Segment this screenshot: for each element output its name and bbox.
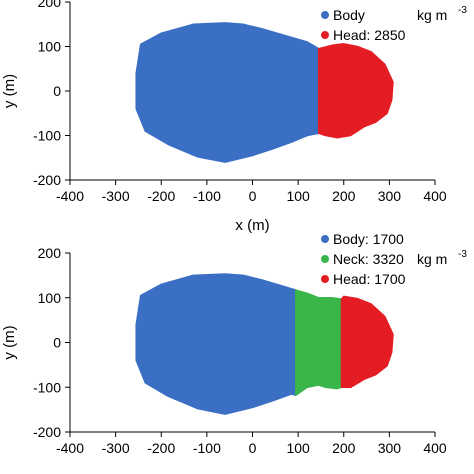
legend-label-head: Head: 2850 bbox=[333, 27, 406, 43]
x-tick-label: -200 bbox=[147, 440, 175, 456]
legend-marker-body bbox=[321, 11, 329, 19]
x-tick-label: -300 bbox=[102, 440, 130, 456]
x-tick-label: 300 bbox=[378, 440, 402, 456]
x-tick-label: 200 bbox=[332, 440, 356, 456]
y-tick-label: -100 bbox=[33, 379, 61, 395]
region-neck bbox=[295, 289, 343, 397]
legend: Body: 1700 Neck: 3320 Head: 1700 kg m -3 bbox=[321, 231, 467, 287]
x-tick-label: -400 bbox=[56, 188, 84, 204]
y-tick-label: 0 bbox=[53, 335, 61, 351]
x-tick-label: -100 bbox=[193, 188, 221, 204]
legend-marker-head bbox=[321, 275, 329, 283]
density-unit-label: kg m bbox=[417, 251, 447, 267]
x-tick-label: 0 bbox=[249, 440, 257, 456]
y-tick-label: -200 bbox=[33, 424, 61, 440]
region-body bbox=[135, 22, 320, 163]
region-body bbox=[135, 273, 297, 415]
x-axis-title: x (m) bbox=[235, 217, 269, 234]
legend-label-body: Body bbox=[333, 7, 365, 23]
x-tick-label: -400 bbox=[56, 440, 84, 456]
x-tick-label: 300 bbox=[378, 188, 402, 204]
x-tick-label: -200 bbox=[147, 188, 175, 204]
bottom-panel: -400 -300 -200 -100 0 100 200 300 400 -200 -100 0 10… bbox=[1, 231, 467, 456]
x-tick-label: 400 bbox=[423, 440, 447, 456]
legend-marker-body bbox=[321, 235, 329, 243]
density-unit-label: kg m bbox=[417, 7, 447, 23]
legend-marker-neck bbox=[321, 255, 329, 263]
x-tick-label: -100 bbox=[193, 440, 221, 456]
top-panel: -400 -300 -200 -100 0 100 200 300 400 -200 -100 0 10… bbox=[1, 0, 467, 234]
x-tick-label: -300 bbox=[102, 188, 130, 204]
y-tick-label: -200 bbox=[33, 172, 61, 188]
y-tick-label: -100 bbox=[33, 128, 61, 144]
x-tick-label: 200 bbox=[332, 188, 356, 204]
legend: Body Head: 2850 kg m -3 bbox=[321, 5, 467, 43]
x-tick-label: 400 bbox=[423, 188, 447, 204]
legend-label-neck: Neck: 3320 bbox=[333, 251, 404, 267]
region-head bbox=[340, 295, 394, 389]
y-tick-label: 100 bbox=[38, 39, 62, 55]
density-unit-exponent: -3 bbox=[458, 249, 467, 260]
y-axis-title: y (m) bbox=[1, 325, 18, 359]
legend-label-head: Head: 1700 bbox=[333, 271, 406, 287]
x-tick-label: 0 bbox=[249, 188, 257, 204]
y-tick-label: 0 bbox=[53, 83, 61, 99]
legend-label-body: Body: 1700 bbox=[333, 231, 404, 247]
legend-marker-head bbox=[321, 31, 329, 39]
x-tick-label: 100 bbox=[286, 440, 310, 456]
y-tick-label: 200 bbox=[38, 245, 62, 261]
density-unit-exponent: -3 bbox=[458, 5, 467, 16]
y-tick-label: 200 bbox=[38, 0, 62, 10]
x-tick-label: 100 bbox=[286, 188, 310, 204]
y-axis-title: y (m) bbox=[1, 74, 18, 108]
y-tick-label: 100 bbox=[38, 290, 62, 306]
region-head bbox=[317, 43, 394, 139]
